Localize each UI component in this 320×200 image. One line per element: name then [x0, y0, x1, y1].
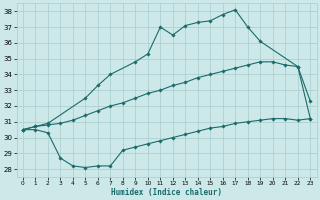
X-axis label: Humidex (Indice chaleur): Humidex (Indice chaleur): [111, 188, 222, 197]
